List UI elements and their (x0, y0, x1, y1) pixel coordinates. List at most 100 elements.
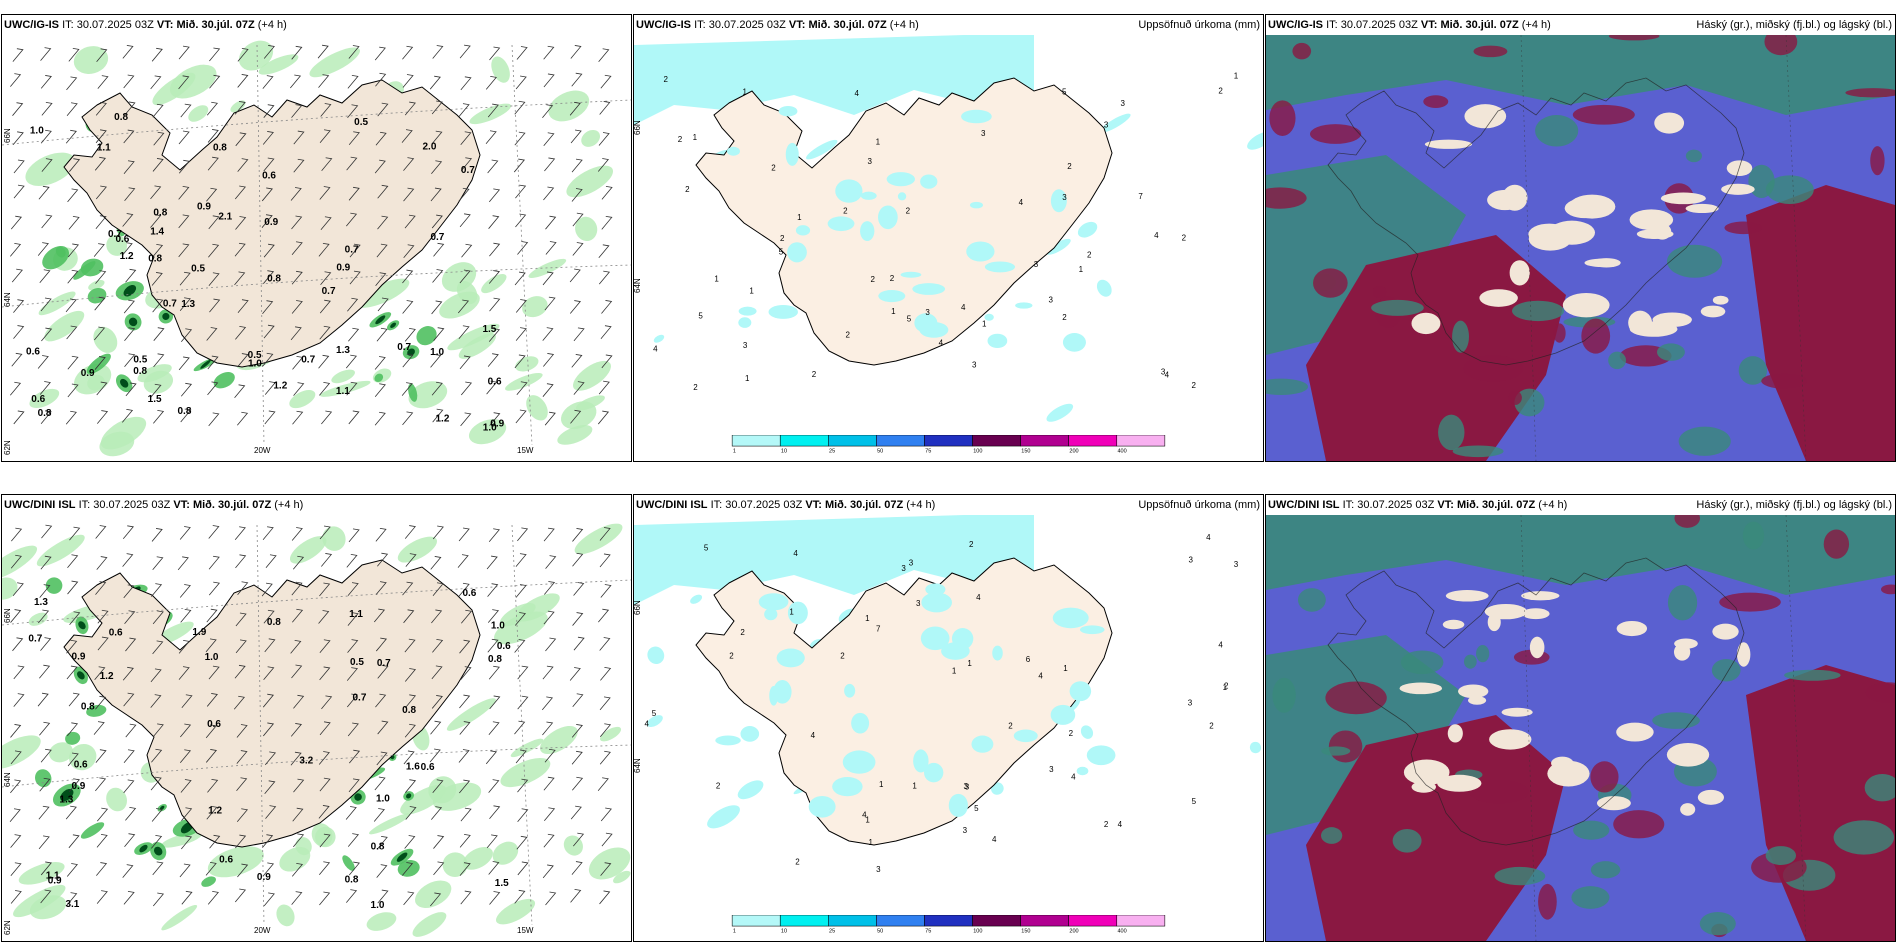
wind-barb (124, 327, 136, 341)
clear-patch (1616, 620, 1648, 637)
wind-barb (572, 776, 584, 791)
colorbar-label: 150 (1021, 448, 1030, 453)
wind-barb (376, 751, 388, 766)
wind-barb (430, 187, 442, 202)
wind-value: 1.0 (371, 900, 385, 911)
wind-barb (95, 129, 107, 144)
wind-barb (207, 891, 219, 905)
precip-value: 2 (843, 206, 848, 215)
wind-barb (515, 75, 527, 90)
wind-barb (402, 353, 414, 368)
wind-barb (123, 584, 135, 599)
wind-barb (460, 76, 472, 91)
wind-barb (488, 721, 500, 736)
high-cloud (1266, 155, 1466, 355)
wind-value: 1.2 (273, 380, 287, 391)
wind-barb (181, 328, 193, 342)
wind-barb (263, 324, 275, 339)
precip-region (738, 306, 757, 316)
precip-value: 2 (871, 275, 876, 284)
precip-region (984, 313, 994, 321)
wind-barb (10, 242, 22, 257)
colorbar-label: 200 (1069, 928, 1078, 933)
wind-barb (293, 382, 305, 396)
wind-value: 0.9 (197, 201, 211, 212)
wind-barb (514, 612, 526, 626)
wind-barb (319, 129, 331, 144)
wind-barb (571, 158, 583, 173)
lon-line (511, 44, 533, 446)
precip-region (1050, 189, 1067, 213)
wind-barb (600, 667, 612, 681)
precip-value: 5 (704, 543, 709, 552)
wind-barb (485, 75, 497, 90)
axis-label: 66N (3, 128, 12, 143)
wind-barb (459, 639, 471, 654)
cloud-patch (1325, 681, 1387, 715)
wind-barb (39, 584, 51, 598)
wind-barb (179, 863, 191, 878)
lon-line (1520, 515, 1537, 941)
precip-blob (566, 165, 614, 198)
wind-barb (178, 159, 191, 174)
wind-barb (178, 356, 190, 371)
map-layer: 66N64N3454121574531421324431135362423423… (634, 533, 1239, 874)
wind-barb (374, 159, 386, 174)
vt-label: VT: (805, 499, 822, 511)
cloud-patch (1590, 761, 1619, 793)
wind-barb (487, 583, 499, 597)
wind-barb (346, 156, 358, 171)
cloud-patch (1742, 521, 1765, 550)
wind-barb (261, 214, 273, 228)
precip-blob-dark (139, 844, 148, 853)
wind-barb (601, 354, 613, 369)
wind-barb (235, 216, 247, 230)
precip-blob (439, 291, 480, 319)
precip-region (690, 594, 703, 604)
precip-value: 3 (743, 341, 748, 350)
wind-barb (234, 101, 246, 115)
wind-barb (180, 408, 192, 423)
wind-barb (573, 636, 585, 651)
wind-barb (460, 666, 472, 680)
wind-barb (181, 694, 193, 708)
wind-value: 0.6 (488, 377, 502, 388)
precip-value: 3 (963, 826, 968, 835)
wind-value: 0.7 (430, 232, 444, 243)
wind-barb (544, 157, 556, 172)
colorbar-label: 50 (877, 448, 883, 453)
wind-barb (291, 104, 303, 118)
precip-value: 7 (1138, 192, 1143, 201)
axis-label: 15W (517, 446, 534, 455)
precip-value: 2 (890, 274, 895, 283)
precip-colorbar: 1 10 25 50 75 100 150 200 400 (731, 915, 1166, 933)
wind-barb (460, 131, 472, 146)
wind-barb (124, 610, 136, 624)
wind-barb (261, 582, 273, 597)
wind-barb (488, 270, 501, 284)
wind-barb (205, 861, 217, 876)
wind-value-labels: 1.91.30.60.80.53.10.80.91.01.10.71.20.91… (28, 588, 511, 911)
wind-barb (292, 608, 304, 623)
wind-barb (317, 44, 329, 59)
wind-value: 1.3 (181, 299, 195, 310)
wind-barb (122, 408, 134, 423)
wind-barb (66, 665, 78, 680)
wind-barb (600, 325, 612, 339)
precip-region (1086, 745, 1116, 766)
wind-barb (94, 156, 106, 171)
wind-barb (347, 582, 359, 596)
wind-barb (403, 244, 415, 259)
cloud-patch (1476, 644, 1490, 663)
wind-barb (569, 101, 581, 116)
wind-barb (180, 835, 193, 850)
wind-barb (96, 890, 108, 904)
wind-barb (209, 74, 221, 89)
wind-barb (488, 215, 500, 229)
clear-patch (1660, 192, 1706, 205)
wind-barb (69, 158, 81, 172)
vt-label: VT: (788, 19, 806, 31)
wind-barb (205, 638, 217, 653)
precip-region (1052, 607, 1089, 629)
it-value: 30.07.2025 03Z (725, 499, 803, 511)
